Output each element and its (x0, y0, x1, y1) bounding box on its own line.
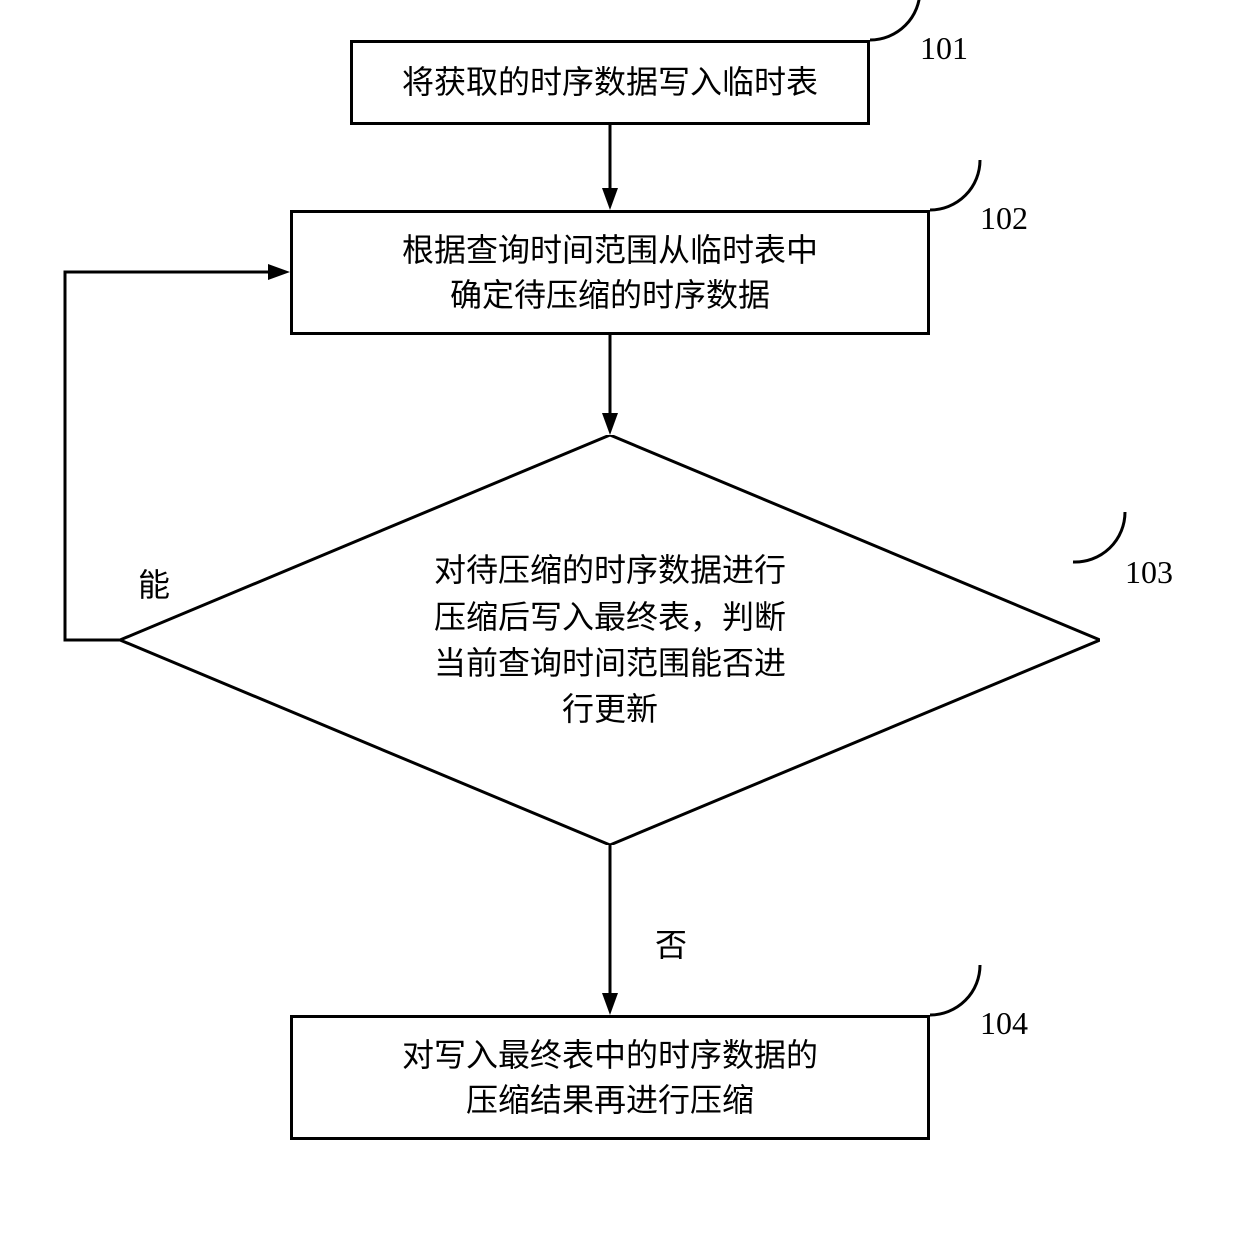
step-104-box: 对写入最终表中的时序数据的 压缩结果再进行压缩 (290, 1015, 930, 1140)
step-103-text-line1: 对待压缩的时序数据进行 (434, 547, 786, 593)
step-103-label: 103 (1125, 554, 1173, 591)
edge-no-label: 否 (655, 920, 687, 966)
step-103-text: 对待压缩的时序数据进行 压缩后写入最终表，判断 当前查询时间范围能否进 行更新 (410, 540, 810, 740)
arrow-101-to-102 (595, 125, 625, 215)
step-102-text-line2: 确定待压缩的时序数据 (402, 273, 818, 318)
step-102-label: 102 (980, 200, 1028, 237)
step-103-text-line3: 当前查询时间范围能否进 (434, 640, 786, 686)
step-102-box: 根据查询时间范围从临时表中 确定待压缩的时序数据 (290, 210, 930, 335)
flowchart-stage: 将获取的时序数据写入临时表 101 根据查询时间范围从临时表中 确定待压缩的时序… (0, 0, 1240, 1241)
arrow-103-no-to-104 (595, 845, 625, 1020)
step-102-text-line1: 根据查询时间范围从临时表中 (402, 228, 818, 273)
step-101-text: 将获取的时序数据写入临时表 (402, 60, 818, 105)
step-101-label: 101 (920, 30, 968, 67)
step-104-label: 104 (980, 1005, 1028, 1042)
step-103-text-line4: 行更新 (434, 686, 786, 732)
arrow-103-yes-to-102 (55, 262, 305, 662)
step-104-text-line1: 对写入最终表中的时序数据的 (402, 1033, 818, 1078)
arrow-102-to-103 (595, 335, 625, 445)
step-104-text-line2: 压缩结果再进行压缩 (402, 1078, 818, 1123)
edge-yes-label: 能 (138, 560, 170, 606)
step-101-box: 将获取的时序数据写入临时表 (350, 40, 870, 125)
step-103-text-line2: 压缩后写入最终表，判断 (434, 594, 786, 640)
